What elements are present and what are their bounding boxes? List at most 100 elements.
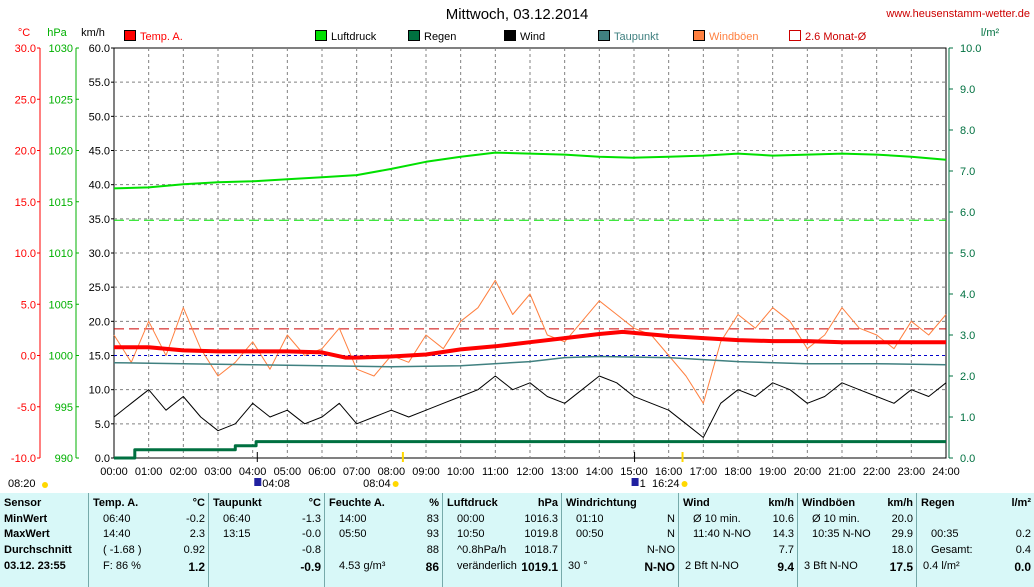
pressure-tick-label: 1015 xyxy=(49,197,73,209)
stats-row: Ø 10 min. 20.0 xyxy=(802,513,913,527)
stats-row: 88 xyxy=(329,544,439,558)
x-tick-label: 17:00 xyxy=(690,466,718,478)
x-tick-label: 19:00 xyxy=(759,466,787,478)
temp-unit-label: °C xyxy=(18,27,30,39)
stats-value: -1.3 xyxy=(302,513,321,525)
rain-tick-label: 4.0 xyxy=(960,289,975,301)
x-tick-label: 00:00 xyxy=(100,466,128,478)
legend-item: Taupunkt xyxy=(598,30,659,46)
section-title: Regen xyxy=(921,497,955,509)
sun-icon xyxy=(392,481,399,487)
legend-label: 2.6 Monat-Ø xyxy=(805,31,867,43)
stats-row xyxy=(921,513,1031,527)
x-tick-label: 02:00 xyxy=(170,466,198,478)
stats-row: 30 ° N-NO xyxy=(566,560,675,574)
stats-row: veränderlich 1019.1 xyxy=(447,560,558,574)
stats-time: 10:50 xyxy=(457,528,485,540)
x-tick-label: 21:00 xyxy=(828,466,856,478)
stats-row: 00:35 0.2 xyxy=(921,528,1031,542)
pressure-tick-label: 990 xyxy=(55,453,73,465)
stats-row: 01:10 N xyxy=(566,513,675,527)
stats-value: 93 xyxy=(426,528,439,540)
legend-label: Temp. A. xyxy=(140,31,183,43)
stats-value: 1.2 xyxy=(188,560,205,574)
temp-tick-label: 25.0 xyxy=(15,94,36,106)
stats-value: -0.2 xyxy=(186,513,205,525)
stats-row: -0.9 xyxy=(213,560,321,574)
rain-tick-label: 5.0 xyxy=(960,248,975,260)
section-header: Temp. A. °C xyxy=(93,497,205,511)
rain-tick-label: 9.0 xyxy=(960,84,975,96)
stats-row: 06:40 -0.2 xyxy=(93,513,205,527)
stats-row: 06:40 -1.3 xyxy=(213,513,321,527)
pressure-tick-label: 1025 xyxy=(49,94,73,106)
wind-tick-label: 10.0 xyxy=(89,385,110,397)
pressure-tick-label: 1020 xyxy=(49,146,73,158)
rain-tick-label: 0.0 xyxy=(960,453,975,465)
stats-section: Wind km/h Ø 10 min. 10.6 11:40 N-NO 14.3 7.7 2 … xyxy=(678,493,798,587)
wind-tick-label: 15.0 xyxy=(89,351,110,363)
stats-value: N-NO xyxy=(646,544,675,556)
stats-value: 88 xyxy=(426,544,439,556)
stats-value: 86 xyxy=(425,560,439,574)
legend-swatch xyxy=(598,30,610,41)
section-header: Luftdruck hPa xyxy=(447,497,558,511)
moon-icon xyxy=(631,478,639,486)
wind-tick-label: 55.0 xyxy=(89,77,110,89)
legend-label: Regen xyxy=(424,31,457,43)
stats-row: ^0.8hPa/h 1018.7 xyxy=(447,544,558,558)
weather-chart: 00:00 01:00 02:00 03:00 04:00 05:00 06:00 07:00… xyxy=(8,27,1000,490)
pressure-unit-label: hPa xyxy=(47,27,67,39)
x-tick-label: 03:00 xyxy=(204,466,232,478)
stats-row: 00:00 1016.3 xyxy=(447,513,558,527)
legend-item: Windböen xyxy=(693,30,759,46)
row-label-column: Sensor MinWert MaxWert Durchschnitt 03.1… xyxy=(0,493,88,587)
stats-row: N-NO xyxy=(566,544,675,558)
section-unit: km/h xyxy=(768,497,794,509)
stats-value: 0.4 xyxy=(1015,544,1031,556)
stats-value: N xyxy=(667,513,675,525)
stats-section: Regen l/m² 00:35 0.2 Gesamt: 0.4 0.4 l/m² 0.0 xyxy=(916,493,1034,587)
wind-tick-label: 30.0 xyxy=(89,248,110,260)
rain-tick-label: 6.0 xyxy=(960,207,975,219)
legend-swatch xyxy=(408,30,420,41)
stats-time: Gesamt: xyxy=(931,544,973,556)
stats-row: F: 86 % 1.2 xyxy=(93,560,205,574)
series-line-temp-a- xyxy=(114,329,946,360)
sun-icon xyxy=(681,481,688,487)
rain-tick-label: 8.0 xyxy=(960,125,975,137)
x-tick-label: 24:00 xyxy=(932,466,960,478)
x-tick-label: 06:00 xyxy=(308,466,336,478)
stats-time: 4.53 g/m³ xyxy=(339,560,386,572)
stats-row: 05:50 93 xyxy=(329,528,439,542)
x-tick-label: 04:00 xyxy=(239,466,267,478)
legend-swatch xyxy=(218,30,230,41)
x-tick-label: 13:00 xyxy=(551,466,579,478)
rain-unit-label: l/m² xyxy=(981,27,1000,39)
section-unit: % xyxy=(429,497,439,509)
chart-title: Mittwoch, 03.12.2014 xyxy=(445,6,589,23)
stats-time: 06:40 xyxy=(223,513,251,525)
stats-row: Gesamt: 0.4 xyxy=(921,544,1031,558)
stats-section: Windböen km/h Ø 10 min. 20.0 10:35 N-NO 29.9 1… xyxy=(797,493,917,587)
legend-label: Windböen xyxy=(709,31,759,43)
stats-row: 3 Bft N-NO 17.5 xyxy=(802,560,913,574)
stats-value: N xyxy=(667,528,675,540)
stats-value: 1019.8 xyxy=(524,528,558,540)
rain-tick-label: 7.0 xyxy=(960,166,975,178)
stats-time: 0.4 l/m² xyxy=(923,560,960,572)
stats-time: 2 Bft N-NO xyxy=(685,560,739,572)
stats-row: 00:50 N xyxy=(566,528,675,542)
x-tick-label: 15:00 xyxy=(620,466,648,478)
legend-item: Luftdruck xyxy=(315,30,376,46)
stats-value: 0.92 xyxy=(183,544,205,556)
site-url[interactable]: www.heusenstamm-wetter.de xyxy=(886,8,1030,20)
legend-item: Regen xyxy=(408,30,456,46)
wind-tick-label: 25.0 xyxy=(89,282,110,294)
x-tick-label: 16:00 xyxy=(655,466,683,478)
stats-time: 05:50 xyxy=(339,528,367,540)
rain-tick-label: 1.0 xyxy=(960,412,975,424)
x-tick-label: 12:00 xyxy=(516,466,544,478)
stats-value: 83 xyxy=(426,513,439,525)
stats-value: 2.3 xyxy=(189,528,205,540)
